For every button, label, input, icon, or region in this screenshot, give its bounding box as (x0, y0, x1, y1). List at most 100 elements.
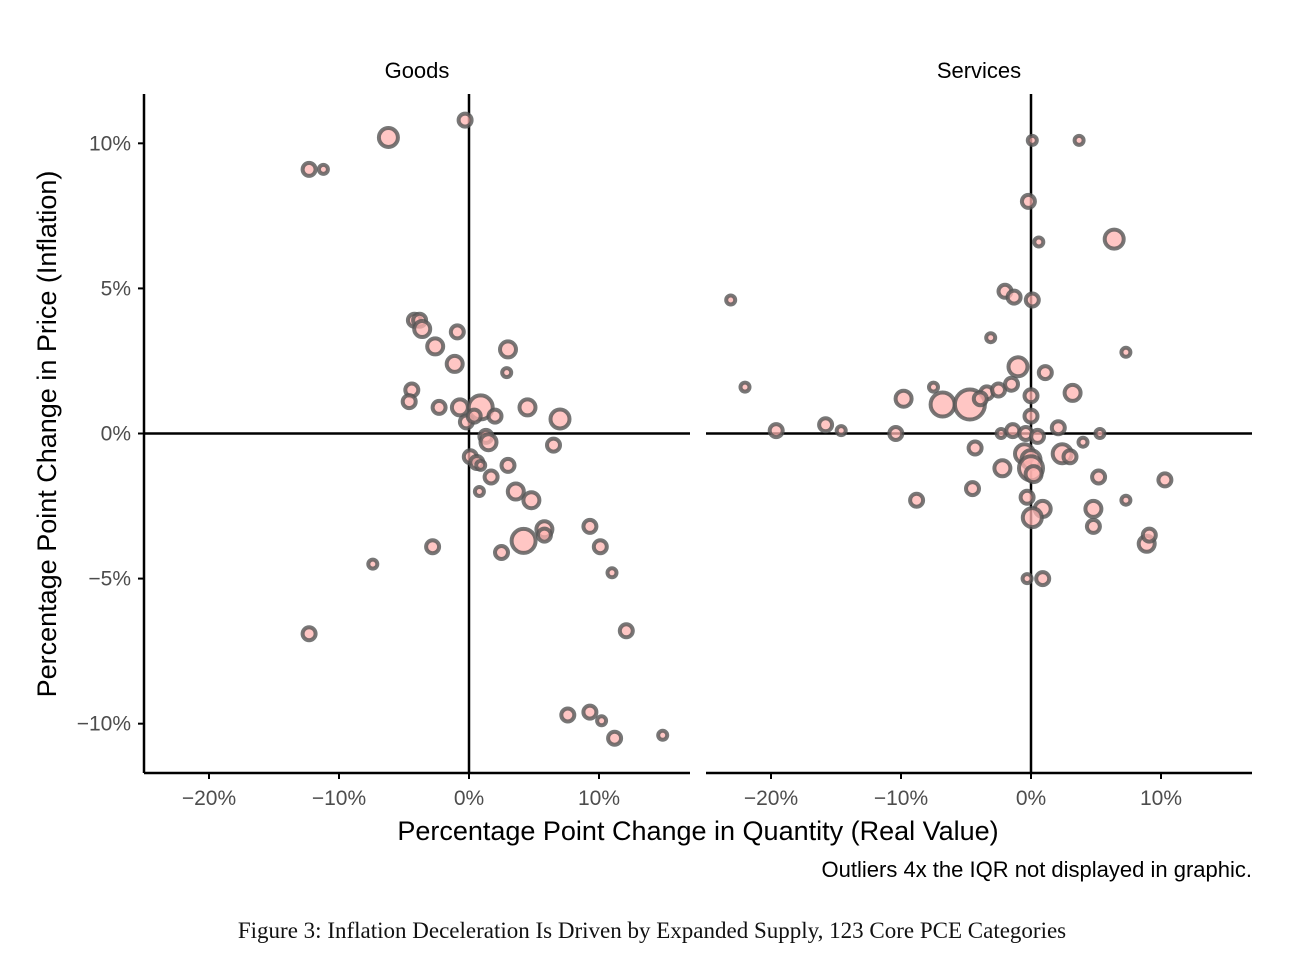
data-point (908, 491, 926, 509)
data-point (1140, 526, 1158, 544)
data-point (444, 353, 465, 374)
data-point (300, 160, 318, 178)
services-panel: Services (706, 58, 1252, 773)
data-point (424, 538, 442, 556)
data-point (1093, 427, 1107, 440)
data-point (1023, 291, 1041, 309)
data-point (605, 566, 619, 580)
data-point (1029, 427, 1046, 445)
data-point (482, 468, 500, 486)
data-point (559, 706, 577, 724)
data-point (887, 425, 905, 442)
data-point (1032, 235, 1046, 249)
data-point (928, 390, 957, 419)
x-axis-label: Percentage Point Change in Quantity (Rea… (397, 816, 998, 846)
y-axis-label: Percentage Point Change in Price (Inflat… (32, 171, 62, 698)
data-point (493, 544, 510, 561)
data-point (1025, 133, 1039, 147)
data-point (1023, 464, 1044, 485)
data-point (366, 557, 380, 571)
data-point (498, 339, 518, 360)
data-point (656, 728, 670, 742)
data-point (535, 526, 553, 544)
data-point (316, 162, 330, 176)
outlier-note: Outliers 4x the IQR not displayed in gra… (822, 857, 1252, 882)
data-point (430, 398, 448, 416)
data-point (581, 517, 599, 535)
data-point (738, 380, 752, 394)
data-point (971, 390, 989, 408)
data-point (1119, 493, 1133, 507)
services-x-tick-label: 0% (1016, 787, 1046, 810)
data-point (548, 407, 572, 431)
y-tick-label: −10% (77, 713, 131, 736)
goods-panel-title: Goods (385, 58, 450, 83)
data-point (606, 729, 624, 747)
data-point (499, 456, 517, 474)
data-point (465, 407, 483, 425)
data-point (1076, 435, 1090, 449)
data-point (456, 111, 474, 129)
data-point (1022, 407, 1040, 425)
data-point (1083, 498, 1104, 519)
data-point (1020, 506, 1044, 530)
data-point (964, 480, 981, 498)
data-point (517, 397, 538, 418)
data-point (927, 380, 940, 394)
goods-x-tick-label: 10% (578, 787, 620, 810)
data-point (412, 319, 433, 339)
data-point (1005, 288, 1023, 306)
goods-x-tick-label: −10% (312, 787, 366, 810)
data-point (595, 714, 609, 728)
data-point (376, 126, 400, 149)
services-x-tick-label: 10% (1140, 787, 1182, 810)
data-point (400, 393, 418, 411)
y-tick-label: 5% (101, 277, 131, 300)
data-point (486, 407, 504, 425)
data-point (834, 424, 848, 438)
data-point (474, 458, 488, 472)
goods-x-tick-label: 0% (454, 787, 484, 810)
data-point (521, 490, 542, 511)
data-point (1119, 345, 1133, 359)
services-x-tick-label: −20% (744, 787, 798, 810)
services-panel-title: Services (937, 58, 1021, 83)
data-point (1072, 133, 1086, 147)
goods-x-tick-label: −20% (182, 787, 236, 810)
data-point (1020, 572, 1034, 586)
data-point (1034, 570, 1052, 588)
y-tick-label: 0% (101, 423, 131, 446)
data-point (966, 439, 984, 457)
data-point (478, 432, 499, 453)
data-point (994, 427, 1008, 440)
goods-panel: Goods (144, 58, 690, 773)
data-point (617, 622, 635, 640)
data-point (300, 625, 318, 643)
data-point (1036, 364, 1054, 382)
data-point (1084, 517, 1102, 535)
data-point (1004, 422, 1022, 440)
data-point (1018, 488, 1036, 506)
panels: Goods Services (144, 58, 1252, 773)
data-point (817, 416, 835, 434)
data-point (1022, 387, 1040, 405)
data-point (1003, 375, 1020, 393)
data-point (505, 481, 526, 502)
data-point (1156, 471, 1174, 489)
figure-caption: Figure 3: Inflation Deceleration Is Driv… (237, 918, 1067, 943)
data-point (1049, 419, 1067, 437)
data-point (591, 538, 609, 556)
services-points (724, 133, 1174, 588)
data-point (992, 458, 1013, 479)
data-point (984, 331, 998, 345)
data-point (472, 485, 486, 498)
data-point (990, 381, 1007, 399)
data-point (1102, 227, 1126, 251)
data-point (767, 422, 785, 440)
data-point (448, 323, 466, 341)
data-point (425, 336, 446, 357)
data-point (1019, 192, 1037, 210)
data-point (449, 397, 470, 418)
y-axis: 10% 5% 0% −5% −10% (77, 94, 146, 773)
